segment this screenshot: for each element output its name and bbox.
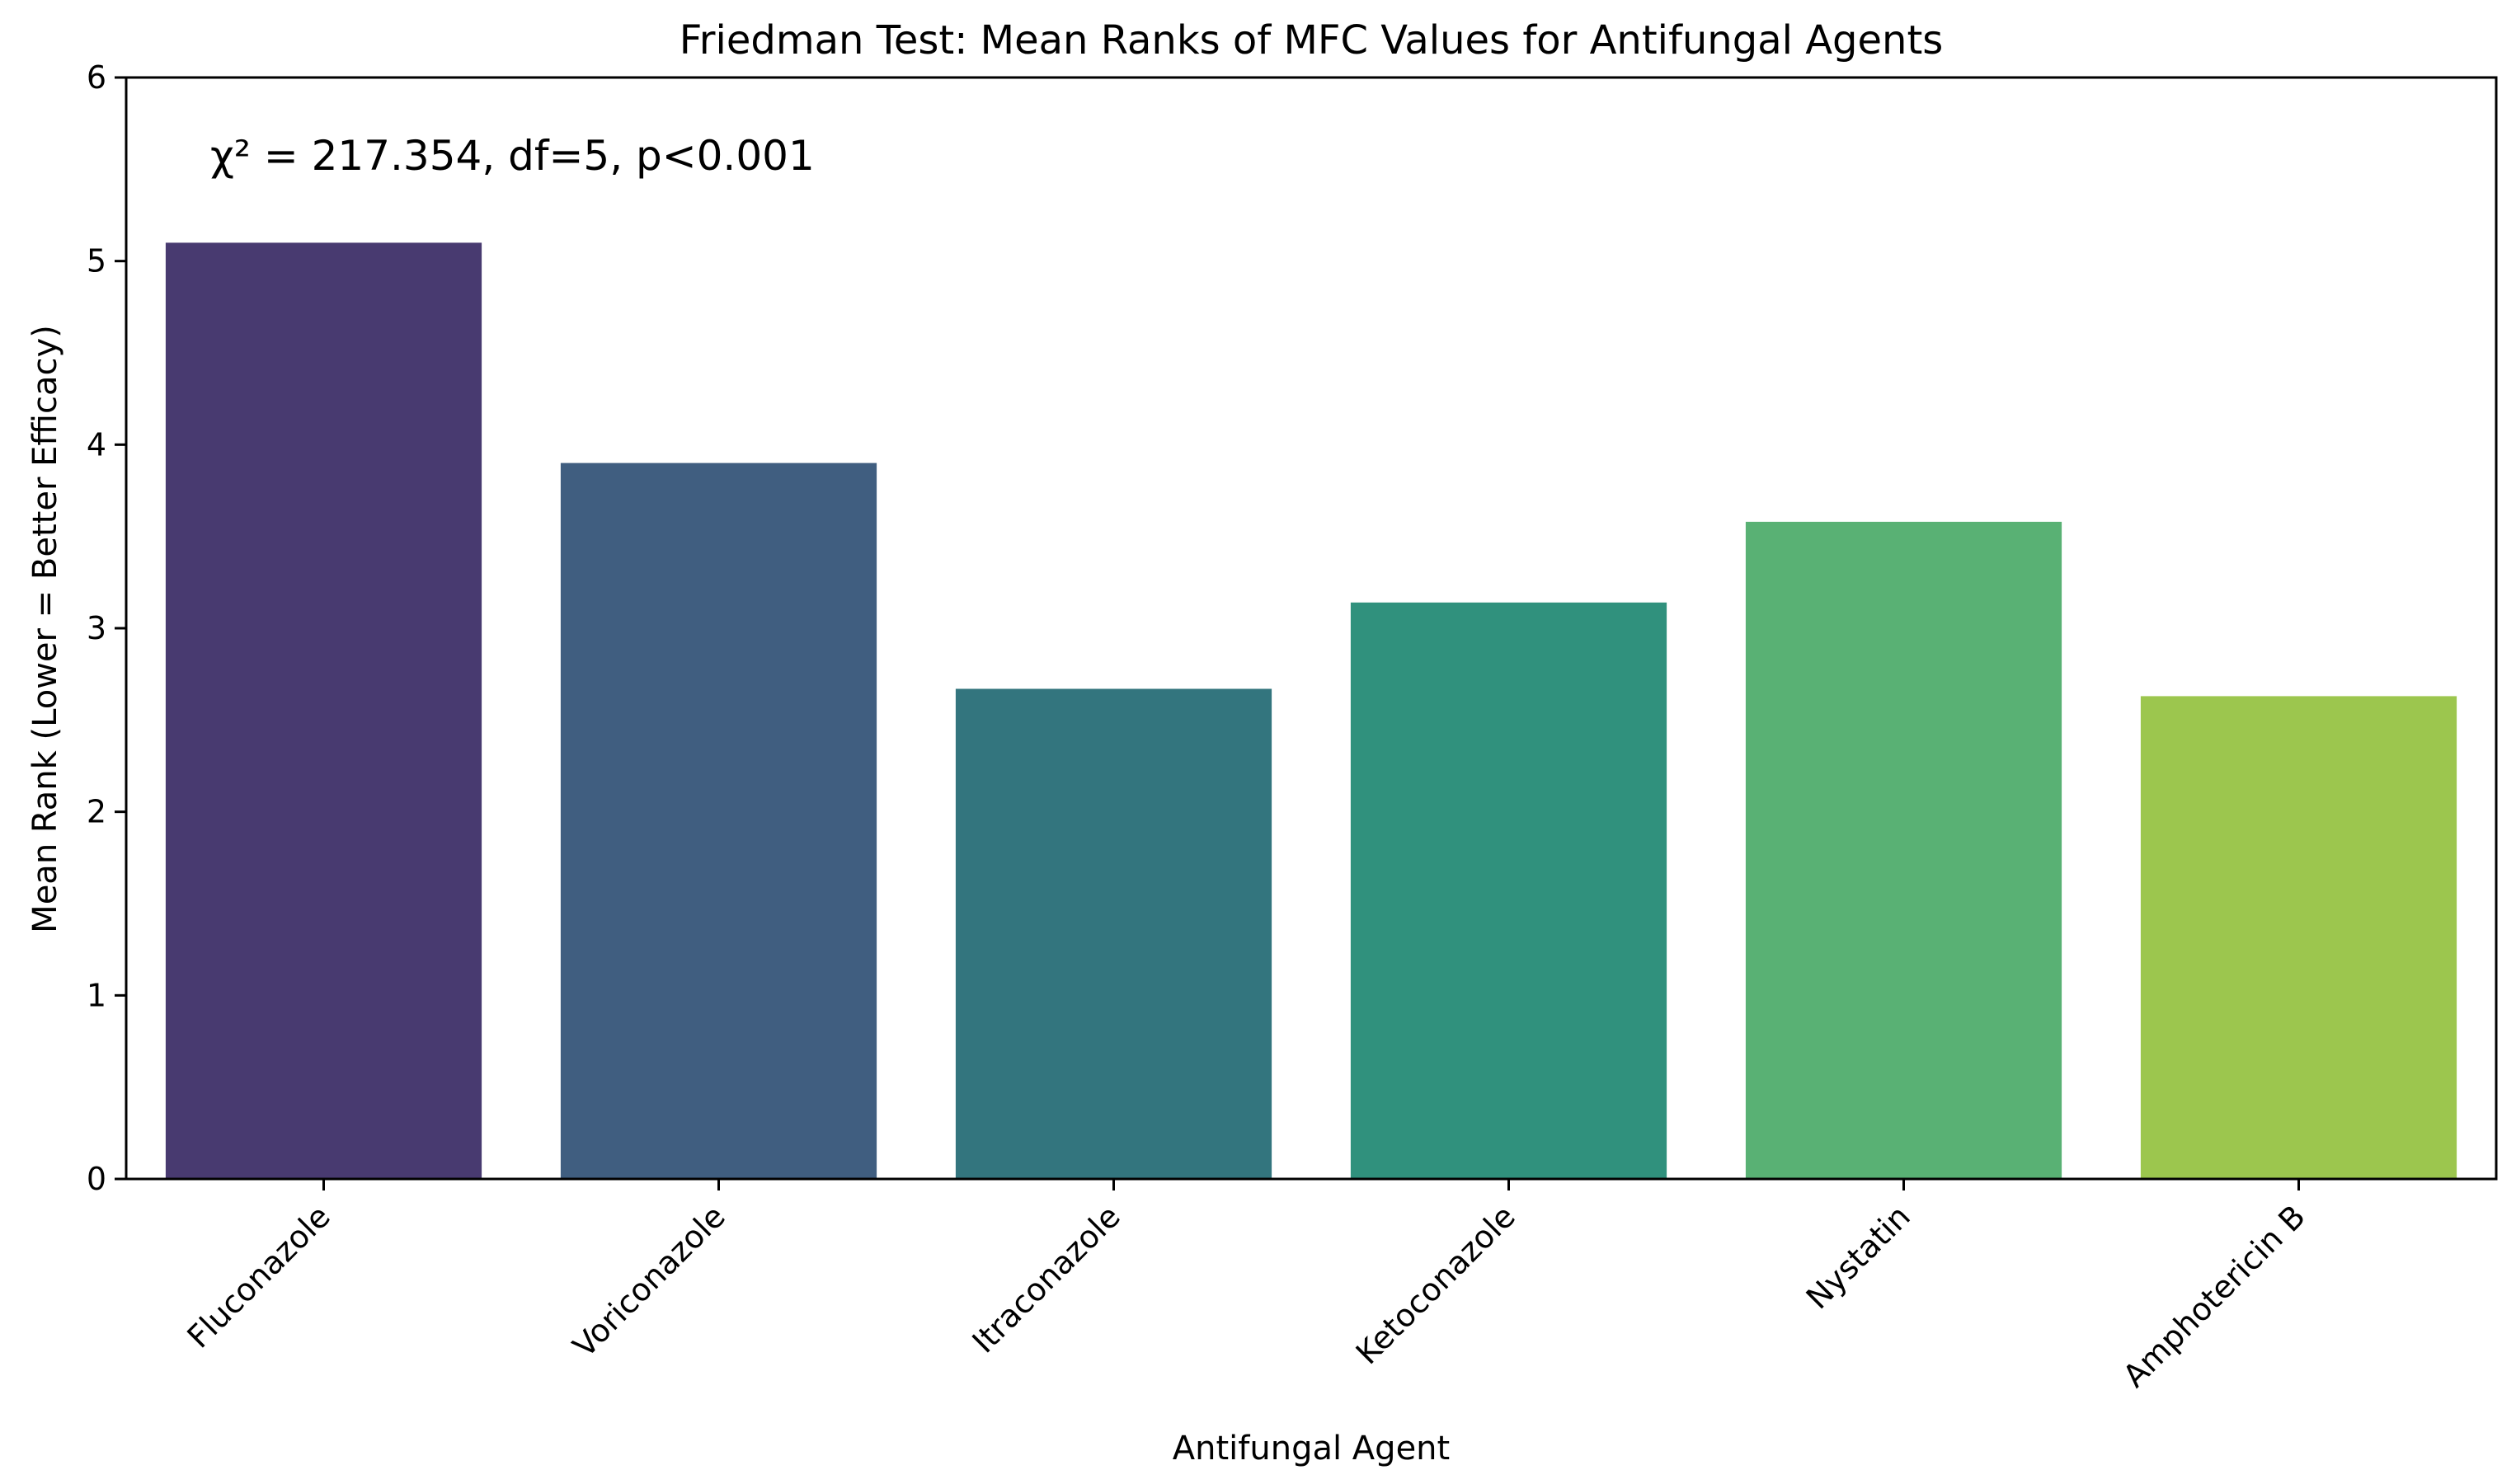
y-tick-label: 5 — [87, 243, 106, 279]
y-tick-label: 4 — [87, 426, 106, 463]
x-tick-label: Itraconazole — [966, 1198, 1127, 1360]
x-tick-label: Amphotericin B — [2116, 1198, 2312, 1394]
y-tick-label: 2 — [87, 794, 106, 830]
y-tick-label: 6 — [87, 59, 106, 96]
bar-fluconazole — [165, 242, 482, 1179]
x-tick-label: Nystatin — [1799, 1198, 1917, 1316]
bar-nystatin — [1745, 521, 2062, 1179]
y-tick-label: 0 — [87, 1161, 106, 1197]
bar-voriconazole — [560, 463, 877, 1179]
plot-area: 0 1 2 3 4 5 6 Fluconazole Voriconazole Itraconazo… — [87, 59, 2498, 1394]
x-axis-label: Antifungal Agent — [1173, 1430, 1450, 1468]
bar-ketoconazole — [1350, 602, 1667, 1179]
x-tick-label: Fluconazole — [181, 1198, 337, 1355]
chart-title: Friedman Test: Mean Ranks of MFC Values … — [680, 17, 1944, 63]
y-tick-label: 1 — [87, 977, 106, 1013]
bar-amphotericin-b — [2140, 696, 2457, 1179]
x-tick-label: Voriconazole — [566, 1198, 732, 1364]
bar-itraconazole — [955, 688, 1272, 1179]
stat-annotation: χ² = 217.354, df=5, p<0.001 — [210, 132, 815, 180]
y-tick-label: 3 — [87, 610, 106, 646]
y-axis-label: Mean Rank (Lower = Better Efficacy) — [26, 325, 64, 933]
x-tick-label: Ketoconazole — [1349, 1198, 1522, 1371]
